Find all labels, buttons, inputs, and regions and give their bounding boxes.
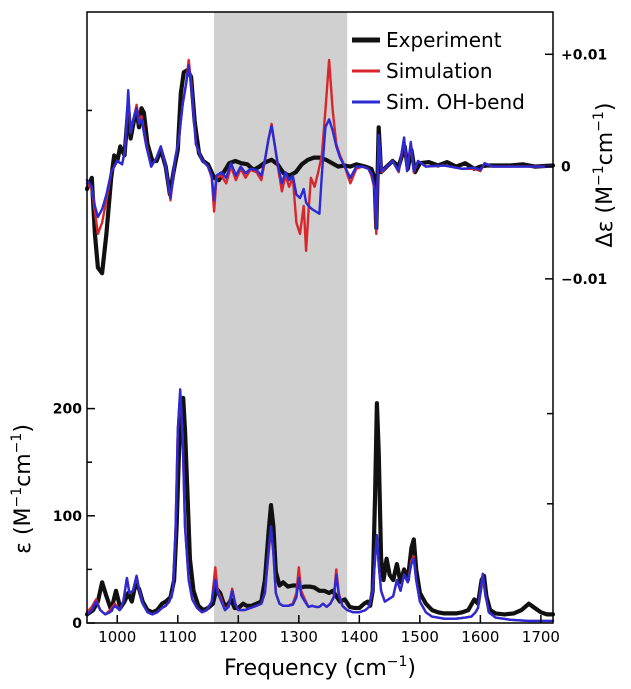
top-y-tick-label: −0.01 (561, 272, 607, 288)
bottom-y-tick-label: 100 (53, 509, 82, 525)
x-tick-label: 1400 (340, 628, 378, 646)
x-tick-label: 1500 (401, 628, 439, 646)
x-axis-label: Frequency (cm−1) (224, 654, 416, 681)
top-series-sim-oh-bend (85, 64, 555, 230)
legend-label: Sim. OH-bend (386, 90, 525, 114)
top-y-tick-label: +0.01 (561, 47, 607, 63)
top-y-axis-label: Δε (M−1cm−1) (591, 103, 618, 248)
legend-label: Experiment (386, 28, 502, 52)
x-tick-label: 1100 (159, 628, 197, 646)
x-tick-label: 1600 (461, 628, 499, 646)
x-tick-label: 1000 (98, 628, 136, 646)
top-y-tick-label: 0 (561, 160, 571, 176)
legend-label: Simulation (386, 59, 493, 83)
legend: Experiment Simulation Sim. OH-bend (352, 28, 525, 114)
shaded-frequency-region (214, 12, 348, 623)
plot-frame (86, 11, 554, 624)
bottom-panel-lines (84, 388, 556, 623)
bottom-y-tick-label: 200 (53, 402, 82, 418)
axis-ticks: 1000 1100 1200 1300 1400 1500 1600 1700 0 100 200 +… (53, 47, 608, 646)
bottom-series-experiment (84, 395, 556, 617)
bottom-y-axis-label: ε (M−1cm−1) (9, 424, 36, 554)
x-tick-label: 1700 (522, 628, 560, 646)
bottom-series-sim-oh-bend (85, 388, 555, 623)
x-tick-label: 1300 (280, 628, 318, 646)
top-panel-lines (84, 58, 556, 276)
bottom-y-tick-label: 0 (72, 616, 82, 632)
x-tick-label: 1200 (219, 628, 257, 646)
